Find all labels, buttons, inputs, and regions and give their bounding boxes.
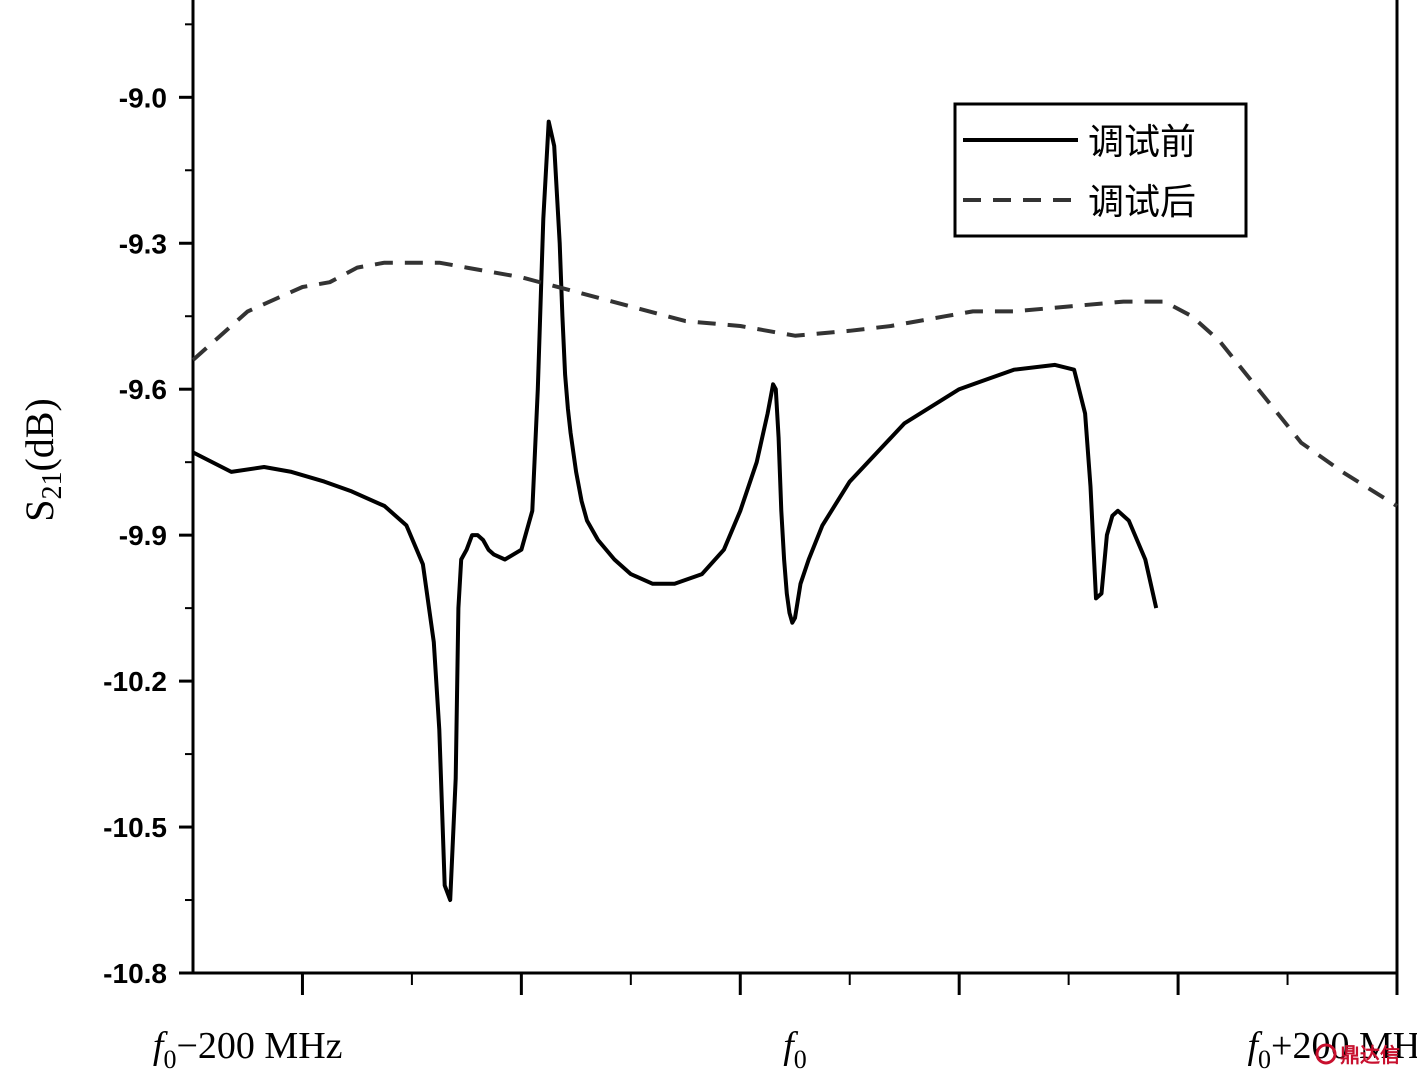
x-tick-label: f0−200 MHz (153, 1025, 343, 1074)
y-axis-label: S21(dB) (17, 398, 68, 522)
series-line-after (191, 260, 1399, 508)
y-tick-label: -9.6 (119, 374, 167, 405)
y-tick-label: -10.2 (103, 666, 167, 697)
series-line-before (192, 119, 1159, 902)
y-tick-label: -10.8 (103, 958, 167, 989)
legend-label-after: 调试后 (1088, 182, 1196, 223)
x-tick-label: f0 (783, 1025, 807, 1074)
legend-box (953, 102, 1248, 238)
legend-label-before: 调试前 (1088, 122, 1196, 163)
watermark: 鼎达信 (1315, 1043, 1400, 1067)
legend: 调试前 调试后 (953, 102, 1248, 238)
y-ticks: -9.0 -9.3 -9.6 -9.9 -10.2 -10.5 -10.8 (103, 23, 193, 989)
watermark-text: 鼎达信 (1340, 1043, 1400, 1067)
plot-frame (191, 0, 1399, 975)
y-tick-label: -9.0 (119, 82, 167, 113)
series-group (191, 119, 1399, 902)
watermark-logo-icon (1315, 1043, 1337, 1065)
y-tick-label: -9.9 (119, 520, 167, 551)
y-tick-label: -9.3 (119, 228, 167, 259)
y-tick-label: -10.5 (103, 812, 167, 843)
